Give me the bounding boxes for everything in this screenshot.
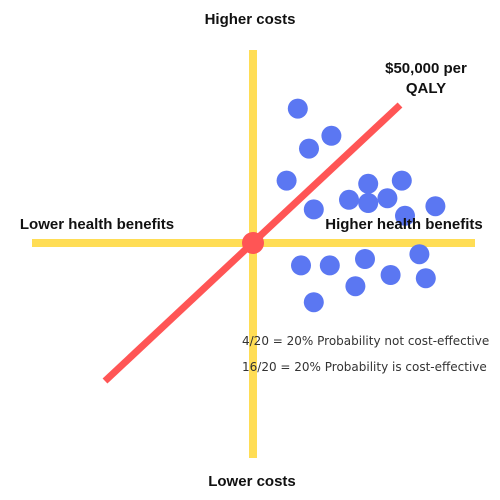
scatter-point [409,244,430,265]
scatter-point [425,196,446,217]
origin-point [242,232,264,254]
scatter-point [358,173,379,194]
threshold-label-line2: QALY [406,80,446,97]
scatter-point [345,276,366,297]
scatter-point [339,189,359,210]
scatter-point [291,255,311,276]
label-lower-health-benefits: Lower health benefits [20,216,174,233]
scatter-point [299,138,319,159]
scatter-point [303,292,324,313]
scatter-point [391,170,412,191]
scatter-point [358,193,379,213]
scatter-point [319,255,340,276]
points-layer [276,98,446,313]
label-higher-costs: Higher costs [205,11,296,28]
scatter-point [287,98,308,119]
scatter-point [321,125,342,146]
scatter-point [276,170,297,191]
note-is-cost-effective: 16/20 = 20% Probability is cost-effectiv… [242,360,487,374]
scatter-point [377,188,398,209]
scatter-point [395,205,415,226]
scatter-point [415,268,436,289]
scatter-point [355,249,375,269]
scatter-point [380,265,401,285]
note-not-cost-effective: 4/20 = 20% Probability not cost-effectiv… [242,334,489,348]
label-lower-costs: Lower costs [208,473,296,490]
threshold-label-line1: $50,000 per [385,60,467,77]
scatter-point [303,199,324,220]
label-higher-health-benefits: Higher health benefits [325,216,483,233]
